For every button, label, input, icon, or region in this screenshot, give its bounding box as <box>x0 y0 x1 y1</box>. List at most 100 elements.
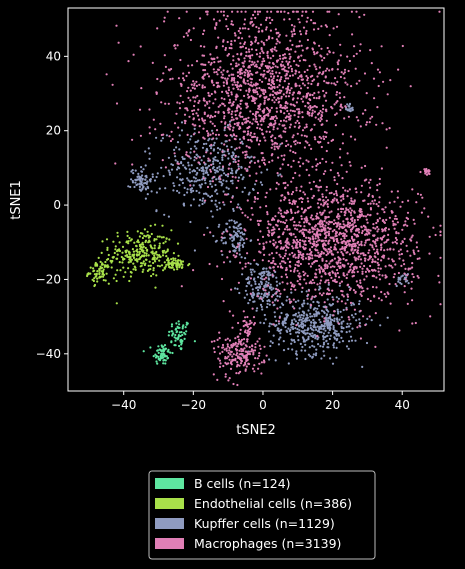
data-point <box>378 177 381 181</box>
data-point <box>180 331 183 334</box>
data-point <box>243 242 246 245</box>
data-point <box>328 337 331 341</box>
data-point <box>229 63 233 66</box>
data-point <box>172 189 175 192</box>
data-point <box>137 241 140 244</box>
data-point <box>248 280 251 283</box>
data-point <box>198 204 201 207</box>
data-point <box>334 243 337 246</box>
data-point <box>237 58 241 61</box>
data-point <box>374 256 377 259</box>
data-point <box>196 167 199 170</box>
data-point <box>311 196 314 199</box>
data-point <box>252 83 255 86</box>
data-point <box>317 288 321 291</box>
data-point <box>171 351 174 355</box>
data-point <box>258 114 261 117</box>
data-point <box>227 187 230 190</box>
data-point <box>321 245 325 248</box>
data-point <box>193 100 196 103</box>
data-point <box>386 316 389 319</box>
data-point <box>244 27 247 30</box>
data-point <box>277 147 280 150</box>
data-point <box>247 362 251 366</box>
data-point <box>165 255 168 258</box>
data-point <box>163 249 166 252</box>
data-point <box>201 178 204 181</box>
data-point <box>323 354 326 357</box>
data-point <box>303 302 306 305</box>
data-point <box>268 69 271 72</box>
data-point <box>152 261 155 265</box>
data-point <box>381 122 384 125</box>
data-point <box>229 234 232 237</box>
data-point <box>297 224 300 227</box>
data-point <box>367 228 370 231</box>
data-point <box>260 281 263 284</box>
data-point <box>279 242 282 245</box>
data-point <box>260 305 263 308</box>
data-point <box>291 348 294 351</box>
data-point <box>345 234 348 237</box>
data-point <box>373 294 376 297</box>
data-point <box>349 228 352 231</box>
data-point <box>288 228 291 231</box>
data-point <box>258 297 261 300</box>
data-point <box>166 257 170 260</box>
data-point <box>218 331 221 334</box>
data-point <box>252 63 255 66</box>
data-point <box>289 109 292 112</box>
data-point <box>144 164 147 167</box>
data-point <box>318 239 321 242</box>
data-point <box>311 165 314 168</box>
data-point <box>226 92 230 95</box>
data-point <box>284 261 287 264</box>
data-point <box>301 14 304 17</box>
data-point <box>176 260 179 263</box>
data-point <box>369 202 372 205</box>
data-point <box>232 103 235 106</box>
data-point <box>236 169 239 172</box>
data-point <box>294 267 297 270</box>
data-point <box>316 140 320 143</box>
data-point <box>282 119 286 122</box>
data-point <box>294 50 297 53</box>
data-point <box>246 332 249 335</box>
data-point <box>201 86 204 89</box>
data-point <box>261 63 264 66</box>
data-point <box>119 269 122 272</box>
data-point <box>342 193 345 196</box>
data-point <box>335 190 338 193</box>
data-point <box>354 312 357 316</box>
data-point <box>236 383 239 387</box>
data-point <box>186 109 189 112</box>
data-point <box>309 306 312 309</box>
data-point <box>225 222 228 225</box>
data-point <box>305 313 308 316</box>
data-point <box>235 186 238 189</box>
data-point <box>235 255 238 258</box>
data-point <box>358 215 361 218</box>
data-point <box>322 268 325 271</box>
data-point <box>258 127 262 130</box>
data-point <box>251 54 254 57</box>
data-point <box>290 342 293 345</box>
data-point <box>246 127 249 130</box>
data-point <box>110 266 113 269</box>
data-point <box>358 231 361 234</box>
data-point <box>229 353 232 356</box>
data-point <box>369 299 372 303</box>
data-point <box>324 306 327 309</box>
data-point <box>136 250 139 254</box>
data-point <box>336 172 339 175</box>
data-point <box>251 99 254 102</box>
data-point <box>381 208 384 211</box>
data-point <box>317 72 320 75</box>
data-point <box>411 299 414 302</box>
data-point <box>288 60 291 64</box>
data-point <box>238 138 242 141</box>
data-point <box>342 197 345 200</box>
data-point <box>230 20 233 23</box>
data-point <box>326 199 330 202</box>
data-point <box>272 323 275 326</box>
